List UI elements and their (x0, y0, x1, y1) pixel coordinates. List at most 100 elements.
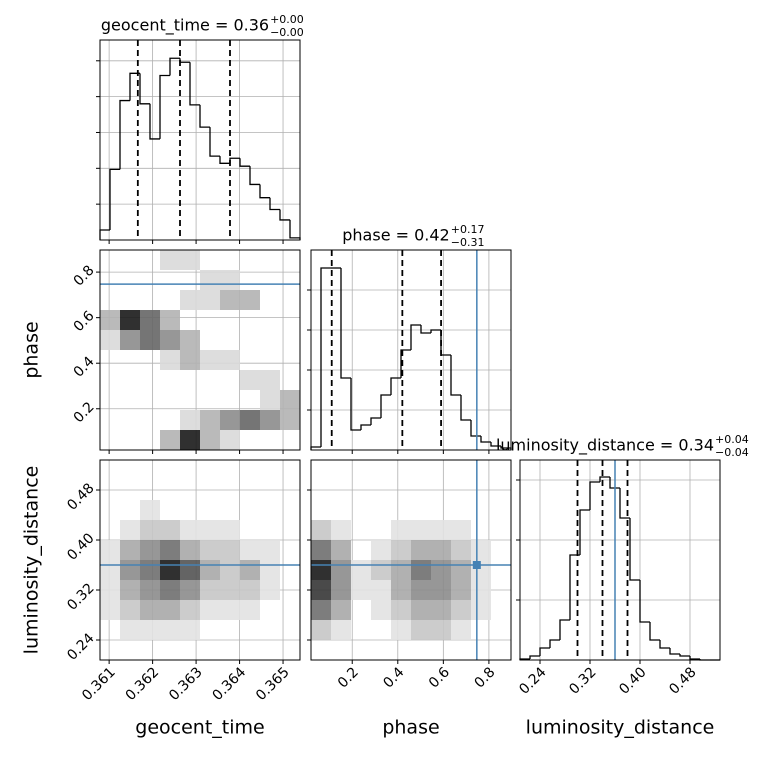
hist-bin (189, 62, 200, 106)
y-tick-label: 0.24 (64, 630, 97, 663)
hist-bin (619, 488, 630, 519)
density-cell (160, 250, 180, 270)
density-cell (280, 390, 300, 410)
density-cell (491, 520, 511, 540)
density-cell (160, 620, 180, 640)
x-tick-label: 0.6 (426, 664, 453, 691)
panel-frame (519, 459, 721, 661)
density-cell (391, 460, 411, 480)
density-cell (120, 480, 140, 500)
density-cell (100, 310, 120, 330)
density-cell (491, 540, 511, 560)
x-tick-label: 0.365 (253, 664, 293, 704)
density-cell (220, 620, 240, 640)
density-cell (431, 480, 451, 500)
x-tick-label: 0.4 (380, 664, 407, 691)
density-cell (280, 520, 300, 540)
density-cell (331, 580, 351, 600)
density-cell (371, 560, 391, 580)
hist-bin (420, 325, 431, 334)
density-cell (471, 600, 491, 620)
density-cell (491, 640, 511, 660)
density-cell (280, 460, 300, 480)
y-tick-label: 0.32 (64, 580, 97, 613)
density-cell (280, 370, 300, 390)
density-cell (120, 310, 140, 330)
density-cell (311, 500, 331, 520)
density-cell (260, 480, 280, 500)
x-tick-label: 0.8 (472, 664, 499, 691)
hist-bin (320, 267, 331, 447)
density-cell (260, 640, 280, 660)
density-cell (140, 580, 160, 600)
hist-bin (470, 420, 481, 437)
panel: phase = 0.42 +0.17−0.31 (307, 223, 512, 454)
density-cell (280, 480, 300, 500)
density-cell (220, 370, 240, 390)
density-cell (431, 520, 451, 540)
density-cell (280, 620, 300, 640)
hist-bin (430, 329, 441, 333)
hist-bin (579, 509, 590, 555)
density-cell (311, 560, 331, 580)
density-cell (220, 270, 240, 290)
density-cell (160, 480, 180, 500)
density-cell (160, 430, 180, 450)
density-cell (491, 600, 511, 620)
density-cell (451, 580, 471, 600)
density-cell (371, 540, 391, 560)
density-cell (180, 290, 200, 310)
density-cell (140, 270, 160, 290)
density-cell (220, 350, 240, 370)
hist-bin (599, 476, 610, 482)
hist-bin (99, 229, 110, 240)
density-cell (180, 350, 200, 370)
density-cell (491, 620, 511, 640)
density-cell (220, 560, 240, 580)
density-cell (200, 580, 220, 600)
density-cell (200, 520, 220, 540)
density-cell (140, 250, 160, 270)
density-cell (100, 520, 120, 540)
density-cell (451, 560, 471, 580)
density-cell (200, 460, 220, 480)
hist-bin (689, 656, 700, 660)
density-cell (280, 640, 300, 660)
density-cell (240, 330, 260, 350)
title-upper: +0.04 (715, 433, 749, 446)
density-cell (351, 500, 371, 520)
density-cell (331, 620, 351, 640)
hist-bin (679, 654, 690, 657)
density-cell (280, 540, 300, 560)
panel: geocent_time = 0.36 +0.00−0.00 (96, 13, 304, 244)
density-cell (331, 520, 351, 540)
density-cell (260, 350, 280, 370)
density-cell (240, 480, 260, 500)
density-cell (260, 520, 280, 540)
density-cell (200, 540, 220, 560)
x-tick-label: 0.2 (335, 664, 362, 691)
density-cell (140, 500, 160, 520)
density-cell (491, 480, 511, 500)
density-cell (100, 500, 120, 520)
title-upper: +0.00 (270, 13, 304, 26)
density-cell (331, 480, 351, 500)
hist-bin (289, 219, 301, 240)
density-cell (100, 640, 120, 660)
hist-bin (380, 394, 391, 418)
density-cell (260, 600, 280, 620)
density-cell (351, 540, 371, 560)
density-cell (471, 620, 491, 640)
hist-bin (129, 72, 140, 101)
density-cell (240, 350, 260, 370)
hist-bin (460, 395, 471, 421)
density-cell (200, 330, 220, 350)
density-cell (200, 350, 220, 370)
density-cell (451, 620, 471, 640)
density-cell (100, 540, 120, 560)
density-cell (220, 410, 240, 430)
density-cell (120, 620, 140, 640)
hist-bin (390, 377, 401, 395)
density-cell (160, 540, 180, 560)
density-cell (391, 640, 411, 660)
